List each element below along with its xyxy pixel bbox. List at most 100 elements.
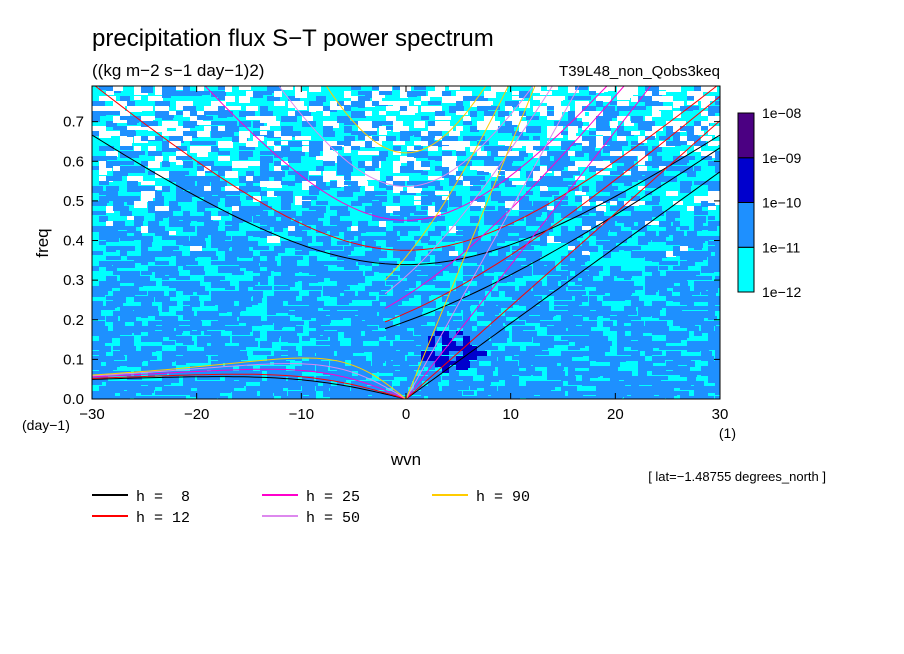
spectrum-cell (134, 351, 145, 356)
spectrum-cell (645, 216, 652, 223)
spectrum-cell (183, 306, 192, 312)
spectrum-cell (92, 291, 105, 297)
spectrum-cell (519, 206, 532, 210)
spectrum-cell (456, 366, 468, 370)
spectrum-cell (603, 276, 614, 283)
spectrum-cell (99, 146, 114, 151)
spectrum-cell (463, 141, 470, 147)
spectrum-cell (323, 376, 332, 381)
spectrum-cell (330, 176, 343, 180)
spectrum-cell (498, 126, 505, 133)
spectrum-cell (715, 341, 720, 347)
spectrum-cell (561, 211, 572, 218)
spectrum-cell (666, 386, 674, 393)
spectrum-cell (309, 381, 318, 386)
spectrum-cell (596, 101, 603, 107)
y-axis-label: freq (33, 228, 52, 257)
spectrum-cell (715, 296, 720, 303)
spectrum-cell (680, 261, 695, 266)
dispersion-curve (278, 86, 534, 188)
spectrum-cell (253, 256, 260, 263)
spectrum-cell (162, 161, 170, 167)
spectrum-cell (288, 226, 301, 233)
spectrum-cell (442, 136, 458, 142)
spectrum-cell (239, 336, 247, 342)
spectrum-cell (365, 186, 374, 193)
spectrum-cell (127, 271, 140, 277)
spectrum-cell (526, 311, 540, 315)
spectrum-cell (680, 286, 690, 291)
spectrum-cell (631, 226, 639, 230)
spectrum-cell (519, 121, 527, 128)
spectrum-cell (92, 156, 107, 161)
spectrum-cell (288, 221, 299, 228)
spectrum-cell (414, 336, 422, 343)
spectrum-cell (491, 396, 505, 399)
spectrum-cell (372, 281, 385, 288)
spectrum-cell (365, 326, 378, 330)
spectrum-cell (302, 276, 318, 283)
spectrum-cell (596, 141, 607, 148)
spectrum-cell (715, 276, 720, 280)
spectrum-cell (484, 216, 495, 222)
spectrum-cell (617, 371, 626, 376)
spectrum-cell (575, 286, 585, 290)
spectrum-cell (358, 181, 368, 186)
spectrum-cell (232, 381, 244, 388)
spectrum-cell (386, 356, 395, 360)
spectrum-cell (295, 371, 302, 376)
spectrum-cell (617, 136, 626, 143)
spectrum-cell (421, 281, 437, 285)
spectrum-cell (197, 356, 208, 363)
spectrum-cell (652, 306, 662, 310)
dispersion-curve (92, 373, 407, 399)
spectrum-cell (659, 376, 668, 380)
spectrum-cell (519, 296, 530, 303)
spectrum-cell (274, 166, 282, 171)
spectrum-cell (540, 241, 547, 246)
spectrum-cell (225, 346, 240, 353)
spectrum-cell (428, 271, 443, 276)
spectrum-cell (715, 151, 720, 158)
spectrum-cell (309, 301, 316, 308)
spectrum-cell (603, 346, 610, 352)
spectrum-cell (568, 301, 579, 306)
spectrum-cell (596, 161, 612, 168)
spectrum-cell (694, 331, 702, 336)
spectrum-cell (631, 381, 639, 386)
spectrum-cell (680, 251, 688, 256)
spectrum-cell (561, 226, 568, 232)
spectrum-cell (316, 166, 324, 171)
spectrum-cell (645, 101, 655, 106)
spectrum-cell (694, 166, 701, 171)
spectrum-cell (491, 191, 501, 198)
spectrum-cell (337, 296, 352, 303)
spectrum-cell (155, 156, 163, 162)
spectrum-cell (449, 251, 458, 256)
spectrum-cell (575, 361, 590, 368)
spectrum-cell (540, 321, 547, 327)
spectrum-cell (491, 171, 501, 177)
spectrum-cell (393, 326, 405, 332)
spectrum-cell (127, 181, 138, 188)
spectrum-cell (407, 216, 418, 222)
spectrum-cell (162, 396, 177, 399)
spectrum-cell (666, 211, 673, 217)
spectrum-cell (344, 106, 351, 111)
spectrum-cell (351, 396, 362, 399)
spectrum-cell (666, 356, 675, 360)
spectrum-cell (512, 216, 524, 221)
spectrum-cell (652, 171, 664, 178)
spectrum-cell (631, 376, 640, 382)
spectrum-cell (652, 356, 665, 363)
spectrum-cell (253, 206, 263, 212)
spectrum-cell (561, 271, 570, 276)
spectrum-cell (316, 236, 324, 242)
spectrum-cell (260, 151, 276, 155)
spectrum-cell (568, 316, 577, 322)
spectrum-cell (680, 391, 689, 396)
spectrum-cell (274, 276, 290, 283)
spectrum-cell (715, 191, 720, 196)
spectrum-cell (463, 116, 471, 121)
spectrum-cell (715, 201, 720, 205)
